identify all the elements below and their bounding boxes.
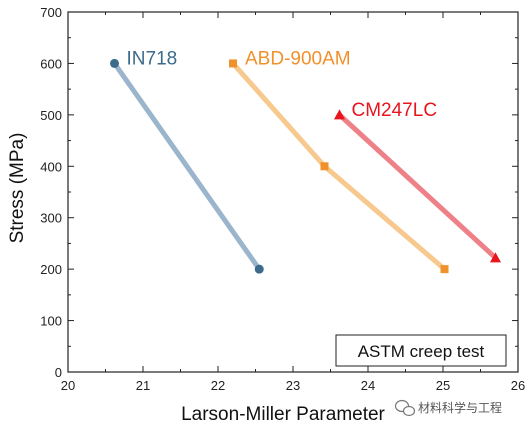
axes: 20 21 22 23 24 25 26 0 100 200 300 400 500 600 700 (40, 5, 525, 393)
data-point-in718 (254, 264, 264, 274)
series-line-in718 (112, 60, 262, 272)
data-point-abd-900am (440, 265, 449, 274)
data-point-cm247lc (334, 109, 345, 120)
annotation-text: ASTM creep test (358, 342, 485, 361)
y-tick-label: 200 (40, 262, 62, 277)
wechat-icon (394, 399, 416, 417)
series-line-cm247lc (337, 112, 498, 261)
data-point-abd-900am (229, 59, 237, 68)
y-tick-label: 300 (40, 211, 62, 226)
y-tick-label: 100 (40, 314, 62, 329)
x-tick-label: 24 (361, 378, 375, 393)
watermark-text: 材料科学与工程 (418, 400, 502, 415)
y-tick-label: 500 (40, 108, 62, 123)
series-label-cm247lc: CM247LC (352, 100, 438, 121)
data-point-in718 (110, 58, 119, 68)
y-tick-label: 0 (55, 365, 62, 380)
x-tick-label: 25 (436, 378, 450, 393)
data-point-cm247lc (490, 252, 501, 263)
x-tick-label: 21 (136, 378, 150, 393)
data-point-abd-900am (320, 162, 329, 171)
series-line-abd-900am (230, 60, 447, 272)
y-axis-title: Stress (MPa) (7, 133, 28, 244)
series-label-abd-900am: ABD-900AM (245, 48, 351, 69)
plot-area: IN718 ABD-900AM CM247LC (110, 48, 501, 274)
watermark: 材料科学与工程 (394, 399, 502, 417)
y-tick-label: 700 (40, 5, 62, 20)
annotation-box (335, 334, 507, 367)
y-tick-label: 400 (40, 159, 62, 174)
x-tick-label: 23 (286, 378, 300, 393)
x-tick-label: 20 (61, 378, 75, 393)
series-label-in718: IN718 (127, 48, 178, 69)
x-tick-label: 22 (211, 378, 225, 393)
x-axis-title: Larson-Miller Parameter (181, 404, 385, 425)
x-tick-label: 26 (511, 378, 525, 393)
annotation: ASTM creep test (335, 334, 507, 367)
y-tick-label: 600 (40, 56, 62, 71)
